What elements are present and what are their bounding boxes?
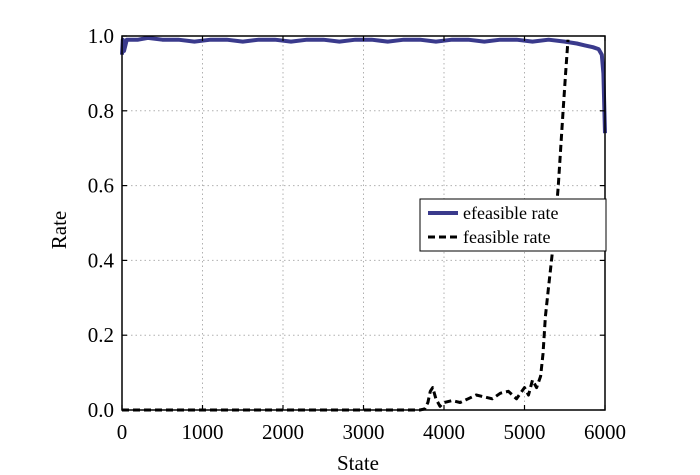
legend-label: efeasible rate	[463, 203, 558, 223]
legend-box	[419, 198, 607, 252]
grid	[122, 36, 605, 410]
y-tick-label: 1.0	[88, 24, 114, 48]
x-tick-label: 3000	[343, 420, 385, 444]
y-axis-label: Rate	[47, 211, 71, 249]
series-line-2	[122, 39, 570, 412]
x-tick-label: 0	[117, 420, 128, 444]
x-tick-label: 4000	[423, 420, 465, 444]
y-tick-label: 0.2	[88, 323, 114, 347]
legend-label: feasible rate	[463, 227, 550, 247]
y-tick-label: 0.4	[88, 248, 115, 272]
x-axis-label: State	[337, 451, 379, 475]
x-tick-label: 5000	[504, 420, 546, 444]
legend: efeasible rate feasible rate	[419, 198, 607, 252]
x-tick-label: 6000	[584, 420, 626, 444]
y-tick-label: 0.6	[88, 174, 114, 198]
y-tick-label: 0.8	[88, 99, 114, 123]
x-tick-label: 2000	[262, 420, 304, 444]
y-tick-label: 0.0	[88, 398, 114, 422]
axis-ticks: 0 1000 2000 3000 4000 5000 6000 0.0 0.2 0.4 0.6 0.8…	[88, 24, 626, 444]
x-tick-label: 1000	[182, 420, 224, 444]
